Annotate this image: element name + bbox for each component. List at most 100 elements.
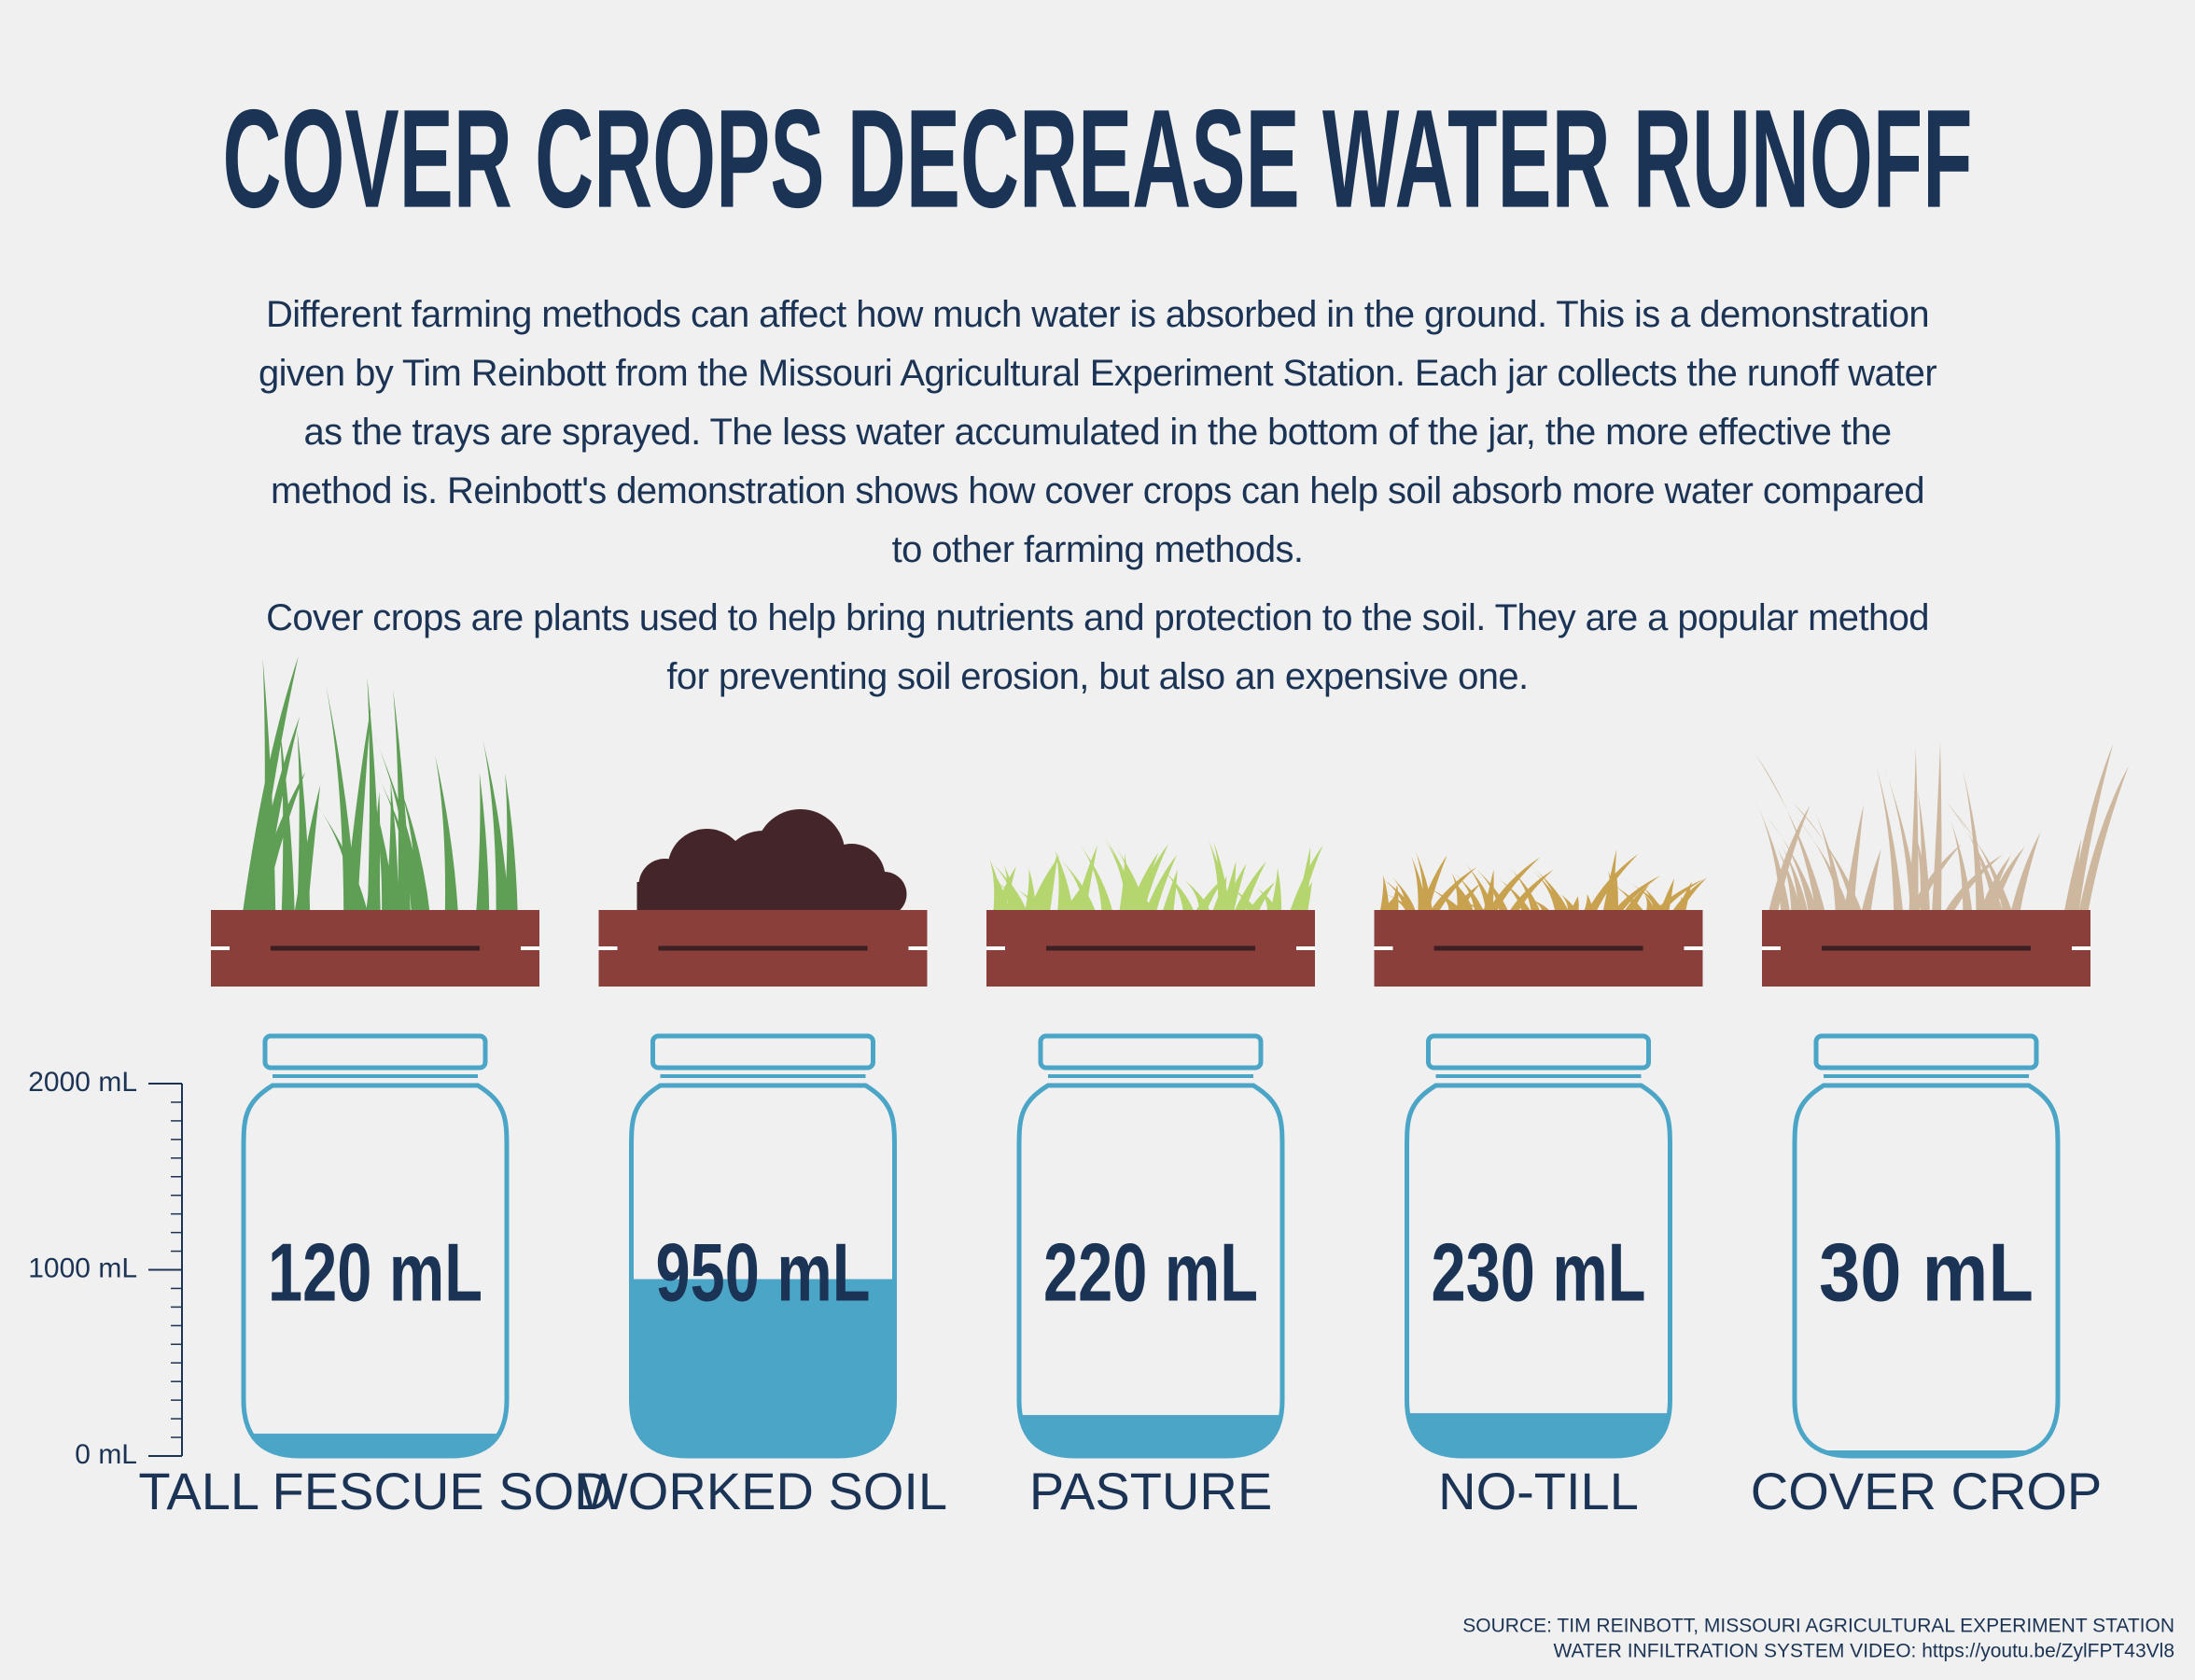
plant-blade xyxy=(1161,868,1195,913)
jar-lid xyxy=(1038,1033,1264,1071)
plant-blade xyxy=(482,740,510,913)
description-paragraph: Cover crops are plants used to help brin… xyxy=(266,597,1929,697)
plant-blade xyxy=(1413,880,1464,913)
plant-blade xyxy=(504,773,518,913)
plant-blade xyxy=(1486,857,1541,913)
plant-blade xyxy=(1222,863,1247,913)
jar-lid xyxy=(650,1033,875,1071)
water xyxy=(244,1434,507,1456)
plant-blade xyxy=(369,785,396,913)
plant-blade xyxy=(1586,853,1639,913)
plant-blade xyxy=(1985,847,2025,913)
chart-title: COVER CROPS DECREASE WATER RUNOFF xyxy=(223,80,1973,237)
category-label: TALL FESCUE SOD xyxy=(138,1462,611,1520)
plant-blade xyxy=(1270,867,1282,913)
source: SOURCE: TIM REINBOTT, MISSOURI AGRICULTU… xyxy=(1462,1616,2174,1637)
plant-blade xyxy=(1792,802,1863,913)
plant-blade xyxy=(1861,848,1881,913)
plant-blade xyxy=(1144,854,1178,913)
plant-blade xyxy=(1932,742,1942,913)
plant-blade xyxy=(1642,886,1663,913)
plant-blade xyxy=(398,783,430,913)
plant-blade xyxy=(1054,848,1074,913)
value-label: 120 mL xyxy=(268,1225,482,1318)
plant-blade xyxy=(1978,855,2011,913)
plant-blade xyxy=(1380,893,1398,913)
y-tick-label: 1000 mL xyxy=(28,1253,137,1283)
plant-blade xyxy=(1453,872,1485,913)
plant-blade xyxy=(1391,876,1417,913)
plant-blade xyxy=(1295,881,1312,913)
plant-blade xyxy=(1623,884,1650,913)
plant-blade xyxy=(993,866,1016,913)
plant-blade xyxy=(1767,817,1818,913)
value-label: 230 mL xyxy=(1432,1225,1646,1318)
plant-blade xyxy=(1612,875,1660,913)
jar-lid xyxy=(262,1033,488,1071)
plant-blade xyxy=(1755,754,1825,913)
plant-blade xyxy=(1376,874,1416,913)
jar xyxy=(1792,1083,2061,1459)
plant-blade xyxy=(1127,852,1159,913)
plant-blade xyxy=(250,716,301,913)
plant-blade xyxy=(1104,839,1139,913)
plant-blade xyxy=(1247,881,1276,913)
plant-blade xyxy=(1918,790,1930,913)
plant-blade xyxy=(1003,865,1019,913)
water xyxy=(1795,1450,2058,1456)
plant-blade xyxy=(1483,869,1494,913)
plant-blade xyxy=(1028,855,1060,913)
plant-blade xyxy=(1211,875,1227,913)
plant-blade xyxy=(476,772,490,913)
plant-blade xyxy=(1429,866,1477,913)
plant-blade xyxy=(1768,805,1811,913)
plant-blade xyxy=(2010,832,2041,913)
category-label: NO-TILL xyxy=(1438,1462,1639,1520)
description-paragraph: Different farming methods can affect how… xyxy=(258,294,1937,570)
plant-blade xyxy=(1213,841,1230,913)
plant-blade xyxy=(1059,858,1097,913)
jar xyxy=(1016,1083,1285,1459)
jar xyxy=(1405,1083,1672,1459)
value-label: 30 mL xyxy=(1819,1225,2034,1318)
category-label: WORKED SOIL xyxy=(579,1462,947,1520)
plant-blade xyxy=(1950,820,1973,913)
decor xyxy=(243,656,2130,917)
plant-blade xyxy=(1162,869,1178,913)
water xyxy=(1019,1415,1282,1456)
plant-blade xyxy=(326,686,357,913)
plant-blade xyxy=(1454,882,1475,913)
plant-blade xyxy=(1675,881,1692,913)
plant-blade xyxy=(1644,894,1656,913)
description: Different farming methods can affect how… xyxy=(258,286,1937,716)
y-tick-label: 0 mL xyxy=(75,1439,137,1470)
plant-blade xyxy=(367,677,381,913)
water xyxy=(631,1279,895,1456)
plant-blade xyxy=(294,785,321,913)
plant-blade xyxy=(1653,878,1704,913)
plant-blade xyxy=(2069,744,2114,913)
category-label: PASTURE xyxy=(1029,1462,1272,1520)
source: WATER INFILTRATION SYSTEM VIDEO: https:/… xyxy=(1553,1641,2174,1662)
plant-blade xyxy=(1943,854,2003,913)
plant-blade xyxy=(1415,851,1433,913)
plant-blade xyxy=(377,774,425,913)
plant-blade xyxy=(1531,868,1565,913)
plant-blade xyxy=(343,707,371,913)
plant-blade xyxy=(435,754,458,913)
plant-blade xyxy=(1882,762,1921,913)
plant-blade xyxy=(1233,861,1266,913)
plant-blade xyxy=(1962,766,1986,913)
plant-blade xyxy=(1569,896,1579,913)
value-label: 220 mL xyxy=(1043,1225,1258,1318)
plant-blade xyxy=(1528,897,1552,913)
plant-blade xyxy=(1527,862,1570,913)
plant-blade xyxy=(1608,872,1618,913)
value-label: 950 mL xyxy=(656,1225,871,1318)
jar-lid xyxy=(1426,1033,1651,1071)
jar-lid xyxy=(1813,1033,2039,1071)
plant-blade xyxy=(1411,856,1428,913)
plant-blade xyxy=(1183,878,1211,913)
